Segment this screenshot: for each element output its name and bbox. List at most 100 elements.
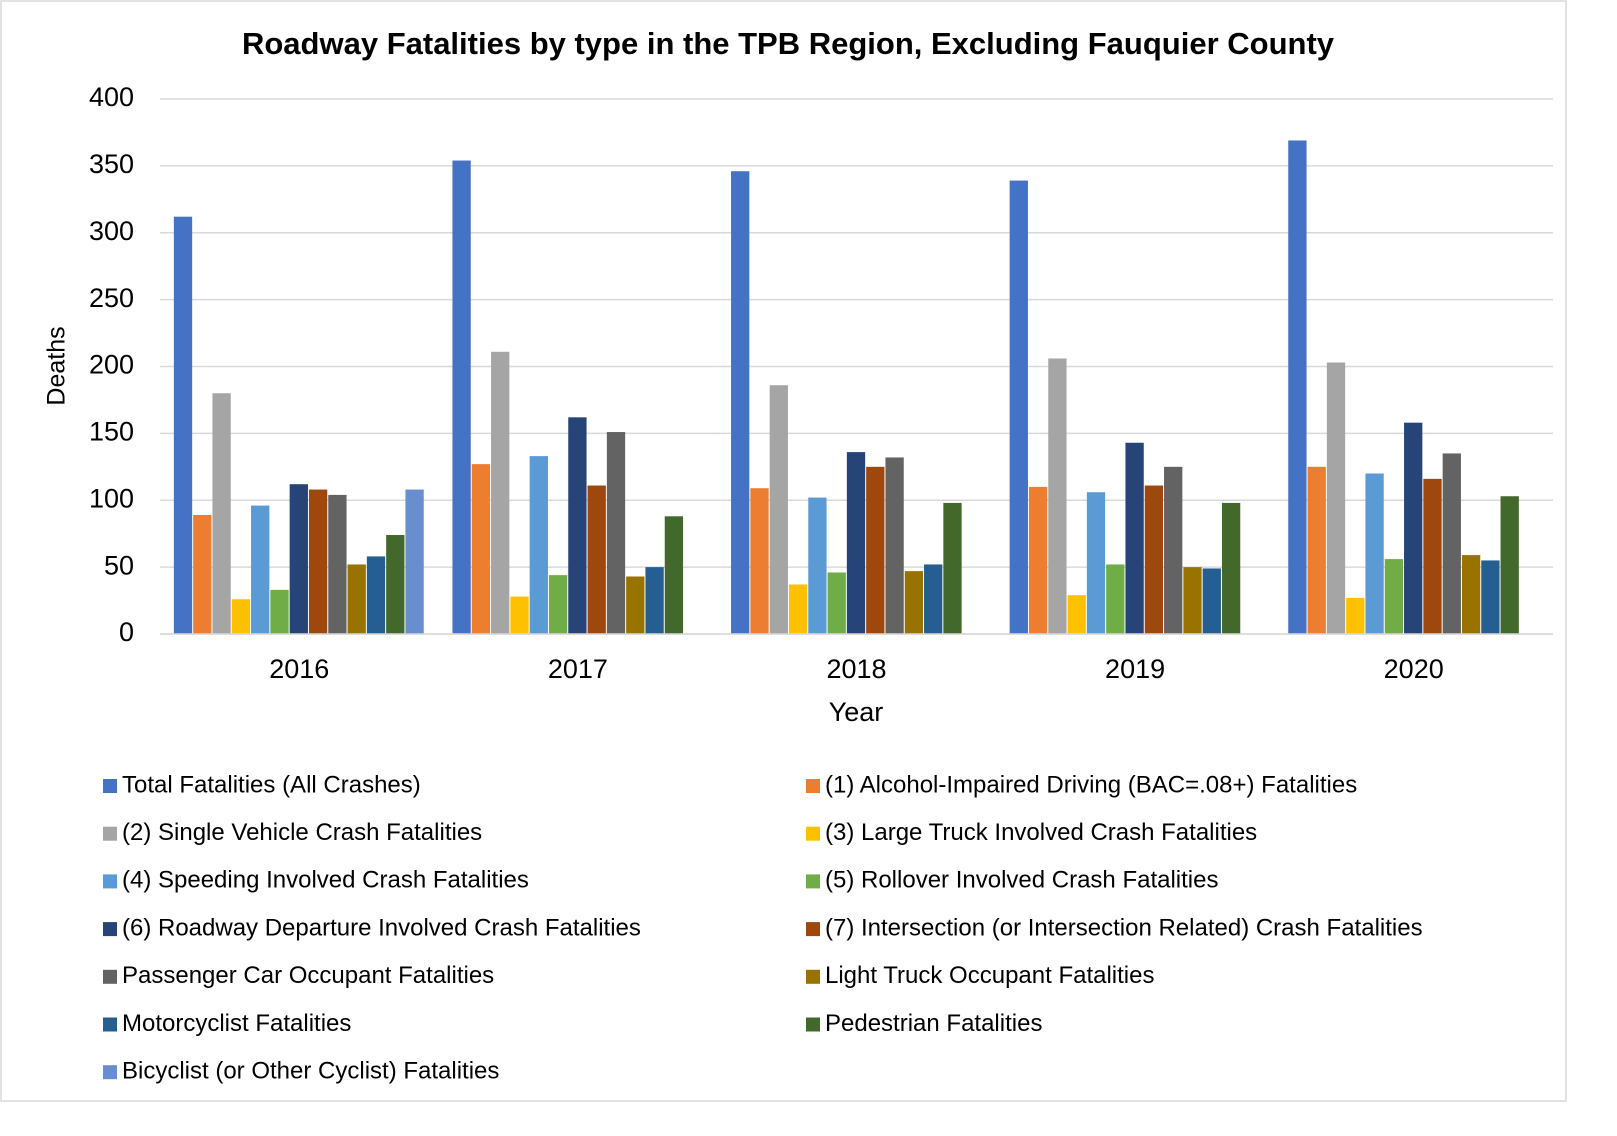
bar — [548, 575, 568, 634]
bar — [943, 502, 962, 634]
legend-swatch — [806, 922, 820, 937]
bar — [750, 488, 769, 634]
chart-title: Roadway Fatalities by type in the TPB Re… — [242, 26, 1335, 61]
legend-label: (5) Rollover Involved Crash Fatalities — [825, 867, 1218, 894]
bar — [1307, 466, 1326, 634]
bar — [587, 485, 606, 634]
y-tick-label: 350 — [89, 149, 134, 179]
bar — [1048, 358, 1067, 634]
legend-label: (3) Large Truck Involved Crash Fatalitie… — [825, 819, 1257, 846]
legend-swatch — [103, 922, 117, 937]
legend-swatch — [806, 779, 820, 793]
legend-swatch — [806, 874, 820, 889]
bar — [366, 556, 386, 634]
bar — [924, 564, 943, 634]
bar — [1009, 180, 1028, 634]
x-tick-label: 2019 — [1105, 654, 1165, 684]
bar — [1423, 478, 1442, 634]
bar — [827, 572, 846, 634]
x-tick-label: 2016 — [269, 654, 329, 684]
bar — [231, 599, 251, 634]
bar — [1144, 485, 1164, 634]
bar — [308, 489, 328, 634]
y-tick-label: 50 — [104, 550, 134, 580]
bar — [1461, 555, 1481, 634]
bar — [270, 589, 289, 634]
y-tick-label: 250 — [89, 283, 134, 313]
bar — [510, 596, 529, 634]
bar — [173, 216, 193, 634]
y-axis-label: Deaths — [43, 326, 71, 405]
bar — [193, 514, 212, 634]
x-tick-label: 2018 — [826, 654, 886, 684]
legend-label: (4) Speeding Involved Crash Fatalities — [122, 867, 529, 894]
bar — [1028, 486, 1048, 634]
bar — [664, 516, 684, 634]
legend-label: Light Truck Occupant Fatalities — [825, 962, 1154, 989]
bar — [846, 452, 866, 634]
legend-swatch — [103, 826, 117, 841]
bar — [1326, 362, 1346, 634]
bar — [1384, 559, 1404, 634]
bar — [1365, 473, 1384, 634]
y-tick-label: 100 — [89, 483, 134, 513]
bar — [289, 484, 308, 634]
bar — [885, 457, 904, 634]
bar — [731, 171, 750, 634]
legend-label: Total Fatalities (All Crashes) — [122, 771, 421, 798]
bar — [788, 584, 808, 634]
legend-swatch — [103, 779, 117, 793]
y-tick-label: 300 — [89, 216, 134, 246]
bar — [328, 494, 347, 634]
bar — [1500, 496, 1519, 634]
bar — [1202, 568, 1221, 634]
legend-swatch — [103, 1017, 117, 1032]
bar — [251, 505, 270, 634]
bar — [212, 393, 231, 634]
bar — [606, 432, 626, 634]
bar — [626, 576, 645, 634]
bar — [1404, 422, 1423, 634]
bar — [347, 564, 366, 634]
x-tick-label: 2020 — [1384, 654, 1444, 684]
legend-label: (7) Intersection (or Intersection Relate… — [825, 914, 1423, 941]
bar — [1164, 466, 1183, 634]
bar — [808, 497, 827, 634]
bar — [866, 466, 885, 634]
legend-label: Passenger Car Occupant Fatalities — [122, 962, 494, 989]
bar — [1106, 564, 1125, 634]
legend-label: (6) Roadway Departure Involved Crash Fat… — [122, 914, 641, 941]
y-tick-label: 200 — [89, 350, 134, 380]
bar — [1346, 597, 1365, 634]
legend-swatch — [103, 874, 117, 889]
legend-swatch — [103, 1065, 117, 1080]
y-tick-label: 0 — [119, 617, 134, 647]
bar — [769, 385, 788, 634]
bar — [568, 417, 587, 634]
bar — [1481, 560, 1500, 634]
bar — [405, 489, 424, 634]
bar — [386, 535, 405, 634]
bar — [471, 464, 491, 634]
bar — [645, 567, 664, 634]
bar — [529, 456, 548, 634]
legend-swatch — [103, 969, 117, 984]
bar — [491, 351, 510, 634]
legend-swatch — [806, 1017, 820, 1032]
bar — [1086, 492, 1106, 634]
legend-label: Pedestrian Fatalities — [825, 1010, 1042, 1037]
y-tick-label: 400 — [89, 82, 134, 112]
bar — [452, 160, 471, 634]
bar — [1288, 140, 1307, 634]
x-tick-label: 2017 — [548, 654, 608, 684]
y-tick-label: 150 — [89, 417, 134, 447]
bar — [1067, 595, 1086, 634]
legend-swatch — [806, 969, 820, 984]
legend-label: (1) Alcohol-Impaired Driving (BAC=.08+) … — [825, 771, 1357, 798]
bar — [1125, 442, 1144, 634]
legend-label: Bicyclist (or Other Cyclist) Fatalities — [122, 1058, 499, 1085]
legend-swatch — [806, 826, 820, 841]
legend-label: (2) Single Vehicle Crash Fatalities — [122, 819, 482, 846]
x-axis-label: Year — [829, 697, 884, 727]
